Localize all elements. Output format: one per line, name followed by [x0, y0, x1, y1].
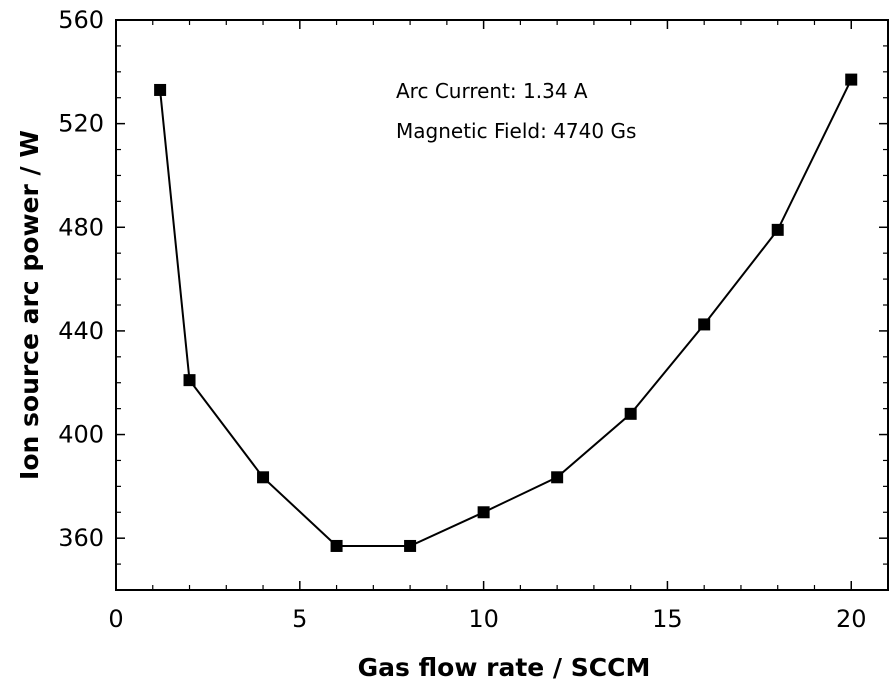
- y-tick-label: 440: [58, 317, 104, 345]
- annotation-arc-current: Arc Current: 1.34 A: [396, 79, 588, 103]
- x-tick-label: 0: [108, 605, 123, 633]
- data-point: [624, 407, 637, 420]
- data-point: [257, 471, 270, 484]
- annotation-magnetic-field: Magnetic Field: 4740 Gs: [396, 119, 636, 143]
- data-point: [183, 374, 196, 387]
- y-axis-ticks: 360 400 440 480 520 560: [58, 6, 888, 591]
- x-tick-label: 20: [836, 605, 867, 633]
- y-axis-title: Ion source arc power / W: [15, 130, 44, 480]
- y-tick-label: 480: [58, 213, 104, 241]
- y-tick-label: 520: [58, 110, 104, 138]
- x-tick-label: 10: [468, 605, 499, 633]
- data-series: [154, 73, 858, 552]
- data-point: [698, 318, 711, 331]
- x-axis-ticks: 0 5 10 15 20: [108, 20, 867, 633]
- data-point: [477, 506, 490, 519]
- data-point: [771, 223, 784, 236]
- data-point: [845, 73, 858, 86]
- y-tick-label: 400: [58, 421, 104, 449]
- data-point: [330, 539, 343, 552]
- data-point: [404, 539, 417, 552]
- y-tick-label: 560: [58, 6, 104, 34]
- x-tick-label: 15: [652, 605, 683, 633]
- data-point: [551, 471, 564, 484]
- x-axis-title: Gas flow rate / SCCM: [358, 653, 651, 682]
- data-point: [154, 83, 167, 96]
- x-tick-label: 5: [292, 605, 307, 633]
- y-tick-label: 360: [58, 524, 104, 552]
